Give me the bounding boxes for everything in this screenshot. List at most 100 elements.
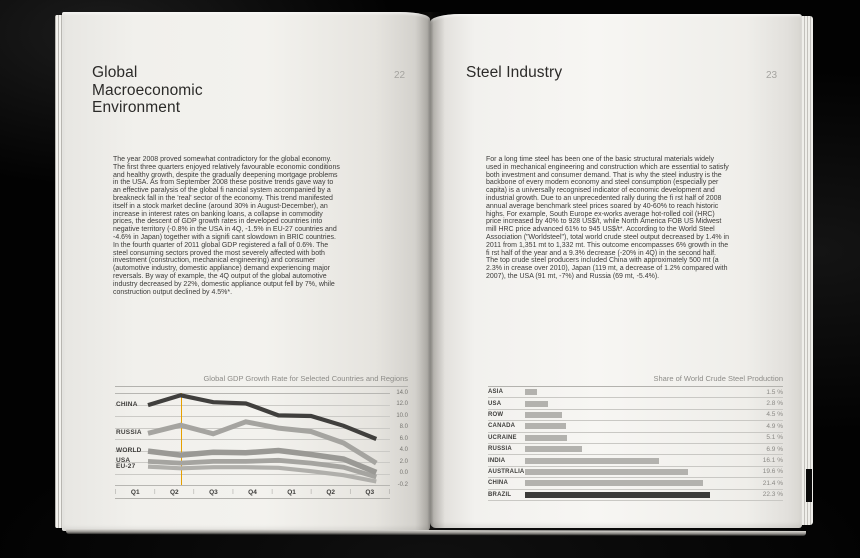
bar-row: CANADA 4.9 % [488, 421, 783, 433]
bar-value-label: 6.9 % [766, 445, 783, 453]
highlight-quarter-line [180, 393, 182, 485]
bar-row: ASIA 1.5 % [488, 387, 783, 399]
bar-category-label: ASIA [488, 389, 504, 396]
x-axis-tick: | [115, 489, 117, 495]
x-axis-tick-label: Q2 [326, 488, 335, 496]
bar-category-label: RUSSIA [488, 446, 512, 453]
bar-row: UCRAINE 5.1 % [488, 433, 783, 444]
x-axis-tick: | [271, 489, 273, 495]
bar-value-label: 5.1 % [766, 434, 783, 442]
bar-track [525, 389, 741, 396]
bar-russia [525, 446, 583, 453]
bookmark-tab [806, 469, 812, 502]
gridline [115, 393, 390, 394]
steel-chart-title-rule [488, 384, 783, 387]
page-stack-bottom-edge [65, 529, 807, 536]
bar-australia [525, 468, 688, 475]
series-line-usa [147, 457, 377, 480]
series-line-world [147, 447, 378, 475]
bar-row: ROW 4.5 % [488, 410, 783, 422]
y-axis-label: 4.0 [399, 447, 408, 453]
series-line-eu-27 [147, 464, 377, 484]
bar-track [525, 468, 741, 475]
bar-category-label: CHINA [488, 480, 508, 487]
x-axis-tick-label: Q1 [287, 488, 296, 496]
x-axis-tick: | [193, 489, 195, 495]
x-axis-tick-label: Q2 [170, 488, 179, 496]
x-axis-tick-label: Q4 [248, 488, 257, 496]
bar-india [525, 457, 659, 464]
right-page-body: For a long time steel has been one of th… [486, 156, 729, 280]
bar-value-label: 22.3 % [762, 491, 783, 499]
bar-row: BRAZIL 22.3 % [488, 490, 783, 501]
bar-row: INDIA 16.1 % [488, 455, 783, 467]
steel-chart-rows: ASIA 1.5 % USA 2.8 % ROW 4.5 % CANADA 4.9 % UCRA… [488, 387, 783, 501]
bar-row: AUSTRALIA 19.6 % [488, 467, 783, 479]
bar-value-label: 1.5 % [766, 388, 783, 396]
gdp-chart-title-rule [115, 384, 408, 387]
y-axis-label: 8.0 [399, 424, 408, 430]
bar-track [525, 400, 741, 407]
x-axis-tick-label: Q3 [209, 488, 218, 496]
bar-asia [525, 389, 538, 396]
gridline [115, 439, 390, 440]
gridline [115, 427, 390, 429]
left-page-title: Global Macroeconomic Environment [92, 64, 203, 116]
bar-track [525, 434, 741, 441]
bar-track [525, 491, 741, 498]
x-axis-tick: | [154, 489, 156, 495]
series-line-china [147, 393, 378, 441]
x-axis-tick: | [310, 489, 312, 495]
x-axis-tick: | [232, 489, 234, 495]
bar-category-label: ROW [488, 411, 504, 418]
bar-value-label: 4.9 % [766, 422, 783, 430]
bar-canada [525, 423, 566, 430]
x-axis-tick: | [388, 489, 390, 495]
bar-brazil [525, 491, 711, 498]
bar-track [525, 411, 741, 418]
series-label-eu-27: EU-27 [116, 462, 136, 470]
gdp-x-axis: | Q1 | Q2 | Q3 | Q4 | Q1 | Q2 | Q3 | [115, 486, 390, 499]
series-label-usa: USA [116, 457, 131, 465]
x-axis-tick-label: Q1 [130, 488, 140, 496]
gdp-lines-svg [147, 393, 378, 484]
bar-value-label: 21.4 % [762, 479, 783, 487]
page-stack-right-edge [802, 16, 813, 525]
gdp-plot: 14.0 12.0 10.0 8.0 6.0 4.0 2.0 0.0 -0.2 CHINA RUSS… [115, 389, 408, 488]
bar-category-label: AUSTRALIA [488, 468, 525, 475]
left-page: Global Macroeconomic Environment 22 The … [62, 12, 430, 531]
y-axis-label: 6.0 [399, 435, 408, 442]
bar-value-label: 2.8 % [766, 400, 783, 408]
bar-row [525, 411, 563, 418]
y-axis-label: 10.0 [396, 412, 408, 419]
bar-category-label: INDIA [488, 457, 506, 464]
bar-track [525, 457, 741, 464]
bar-category-label: USA [488, 400, 502, 407]
bar-track [525, 446, 741, 453]
bar-value-label: 4.5 % [766, 411, 783, 419]
y-axis-label: 14.0 [396, 389, 408, 396]
bar-category-label: CANADA [488, 423, 516, 430]
gdp-chart: Global GDP Growth Rate for Selected Coun… [115, 374, 408, 499]
right-page-number: 23 [766, 70, 778, 81]
steel-chart-title: Share of World Crude Steel Production [653, 374, 783, 383]
left-page-number: 22 [394, 70, 406, 81]
series-label-world: WORLD [116, 447, 142, 455]
series-label-russia: RUSSIA [116, 429, 142, 437]
right-page-title: Steel Industry [466, 64, 563, 81]
y-axis-label: 2.0 [399, 458, 408, 465]
bar-row: RUSSIA 6.9 % [488, 444, 783, 456]
gridline [115, 473, 390, 475]
x-axis-tick: | [349, 489, 351, 495]
y-axis-label: 0.0 [399, 470, 408, 476]
page-stack-left-edge [55, 15, 63, 528]
y-axis-label: 12.0 [396, 401, 408, 407]
gdp-chart-title: Global GDP Growth Rate for Selected Coun… [203, 374, 408, 383]
x-axis-tick-label: Q3 [365, 488, 375, 496]
bar-row: USA 2.8 % [488, 398, 783, 410]
gridline [115, 416, 390, 417]
bar-value-label: 16.1 % [762, 457, 783, 465]
gridline [115, 485, 390, 486]
bar-category-label: UCRAINE [488, 434, 517, 441]
series-label-china: CHINA [116, 401, 138, 409]
